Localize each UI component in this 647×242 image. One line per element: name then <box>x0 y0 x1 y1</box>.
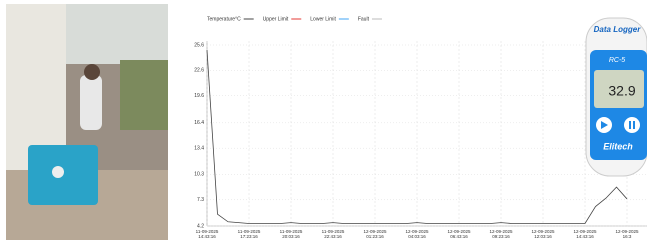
legend-label: Fault <box>358 16 370 22</box>
device-brand: Elitech <box>603 141 633 151</box>
y-tick-label: 16.4 <box>194 120 204 126</box>
y-tick-label: 25.6 <box>194 42 204 48</box>
device-title: Data Logger <box>594 25 642 34</box>
y-tick-label: 22.6 <box>194 68 204 74</box>
y-tick-label: 13.4 <box>194 146 204 152</box>
legend-label: Lower Limit <box>310 16 336 22</box>
x-tick-label: 11-09-2025 14:43:16 <box>193 229 221 239</box>
y-tick-label: 10.3 <box>194 172 204 178</box>
device-model: RC-5 <box>609 57 625 64</box>
x-tick-label: 11-09-2025 22:43:16 <box>319 229 347 239</box>
x-tick-label: 11-09-2025 20:03:16 <box>277 229 305 239</box>
page: 4.27.310.313.416.419.622.625.6Temperatur… <box>0 0 647 242</box>
chart: 4.27.310.313.416.419.622.625.6Temperatur… <box>0 0 647 242</box>
photo <box>6 4 168 240</box>
x-tick-label: 12-09-2025 12:03:16 <box>529 229 557 239</box>
legend-label: Temperature°C <box>207 16 241 22</box>
x-tick-label: 12-09-2025 16:3 <box>613 229 641 239</box>
x-tick-label: 12-09-2025 01:23:16 <box>361 229 389 239</box>
y-tick-label: 7.3 <box>197 197 204 203</box>
x-tick-label: 12-09-2025 14:43:16 <box>571 229 599 239</box>
device-reading: 32.9 <box>608 83 635 99</box>
x-tick-label: 12-09-2025 04:03:16 <box>403 229 431 239</box>
legend-label: Upper Limit <box>263 16 289 22</box>
x-tick-label: 11-09-2025 17:23:16 <box>235 229 263 239</box>
y-tick-label: 19.6 <box>194 93 204 99</box>
x-tick-label: 12-09-2025 06:43:16 <box>445 229 473 239</box>
x-tick-label: 12-09-2025 09:23:16 <box>487 229 515 239</box>
device: Data Logger RC-5 32.9 Elitech <box>586 18 647 176</box>
